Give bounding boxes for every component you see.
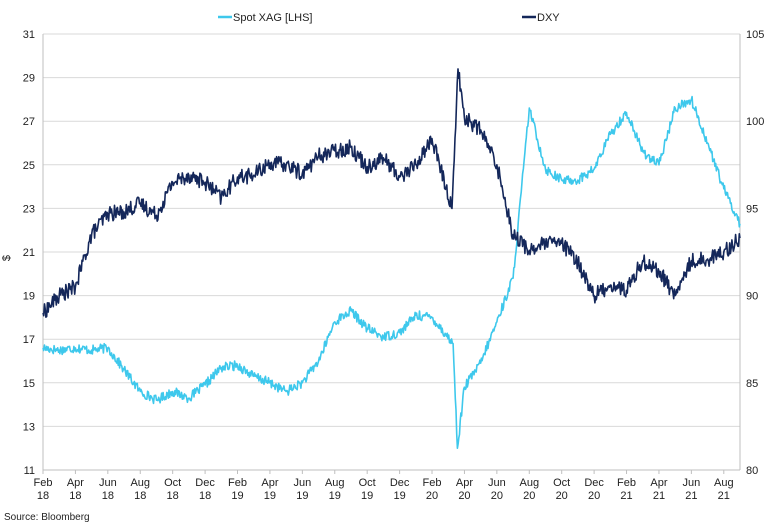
y-left-tick-label: 23 [23, 203, 35, 215]
y-left-tick-label: 29 [23, 73, 35, 85]
x-tick-label-year: 19 [296, 490, 308, 502]
x-tick-label-year: 18 [102, 490, 114, 502]
gridlines [43, 33, 740, 471]
x-tick-label-month: Oct [164, 477, 181, 489]
x-tick-label-year: 18 [167, 490, 179, 502]
y-left-tick-label: 31 [23, 29, 35, 41]
x-tick-label-month: Feb [228, 477, 247, 489]
legend-label: DXY [537, 12, 560, 24]
y-left-tick-label: 21 [23, 247, 35, 259]
x-tick-label-month: Jun [682, 477, 700, 489]
legend: Spot XAG [LHS] DXY [218, 12, 560, 24]
y-right-tick-label: 90 [746, 291, 758, 303]
y-left-tick-label: 19 [23, 291, 35, 303]
series-layer [42, 68, 741, 449]
x-tick-label-year: 21 [620, 490, 632, 502]
x-tick-label-month: Aug [130, 477, 150, 489]
axes [42, 34, 741, 474]
y-right-tick-label: 80 [746, 465, 758, 477]
x-tick-label-year: 18 [199, 490, 211, 502]
x-tick-label-year: 20 [426, 490, 438, 502]
tick-labels: 11 13 15 17 19 21 23 25 27 29 31 80 85 90 95 100 105 $ Feb… [1, 29, 764, 502]
x-tick-label-month: Jun [99, 477, 117, 489]
x-tick-label-year: 19 [231, 490, 243, 502]
y-left-tick-label: 17 [23, 334, 35, 346]
legend-label: Spot XAG [LHS] [233, 12, 312, 24]
x-tick-label-year: 20 [491, 490, 503, 502]
y-left-tick-label: 27 [23, 116, 35, 128]
x-tick-label-month: Apr [67, 477, 84, 489]
x-tick-label-year: 19 [329, 490, 341, 502]
x-tick-label-year: 21 [685, 490, 697, 502]
y-right-tick-label: 100 [746, 116, 764, 128]
x-tick-label-year: 20 [556, 490, 568, 502]
x-tick-label-year: 18 [134, 490, 146, 502]
x-tick-label-month: Dec [390, 477, 410, 489]
x-tick-label-month: Dec [195, 477, 215, 489]
source-note: Source: Bloomberg [4, 512, 90, 523]
x-tick-label-year: 21 [718, 490, 730, 502]
y-right-tick-label: 105 [746, 29, 764, 41]
x-tick-label-month: Dec [584, 477, 604, 489]
x-tick-label-year: 20 [588, 490, 600, 502]
x-tick-label-year: 18 [37, 490, 49, 502]
x-tick-label-month: Apr [456, 477, 473, 489]
x-tick-label-month: Aug [325, 477, 345, 489]
y-left-tick-label: 25 [23, 160, 35, 172]
x-tick-label-month: Apr [650, 477, 667, 489]
y-left-tick-label: 15 [23, 378, 35, 390]
x-tick-label-year: 20 [523, 490, 535, 502]
y-left-tick-label: 13 [23, 421, 35, 433]
x-tick-label-month: Feb [617, 477, 636, 489]
x-tick-label-year: 19 [264, 490, 276, 502]
x-tick-label-year: 19 [393, 490, 405, 502]
x-tick-label-year: 18 [69, 490, 81, 502]
y-left-tick-label: 11 [24, 465, 35, 477]
series-line-spot-xag [42, 95, 741, 449]
x-tick-label-month: Aug [519, 477, 539, 489]
y-right-tick-label: 95 [746, 203, 758, 215]
y-right-tick-label: 85 [746, 378, 758, 390]
x-tick-label-month: Oct [359, 477, 376, 489]
x-tick-label-year: 21 [653, 490, 665, 502]
x-tick-label-month: Feb [423, 477, 442, 489]
x-tick-label-month: Jun [293, 477, 311, 489]
x-tick-label-year: 20 [458, 490, 470, 502]
x-tick-label-month: Oct [553, 477, 570, 489]
x-tick-label-year: 19 [361, 490, 373, 502]
x-tick-label-month: Apr [261, 477, 278, 489]
y-axis-label: $ [1, 255, 13, 261]
x-tick-label-month: Jun [488, 477, 506, 489]
series-line-dxy [42, 68, 741, 318]
x-tick-label-month: Aug [714, 477, 734, 489]
x-tick-label-month: Feb [34, 477, 53, 489]
